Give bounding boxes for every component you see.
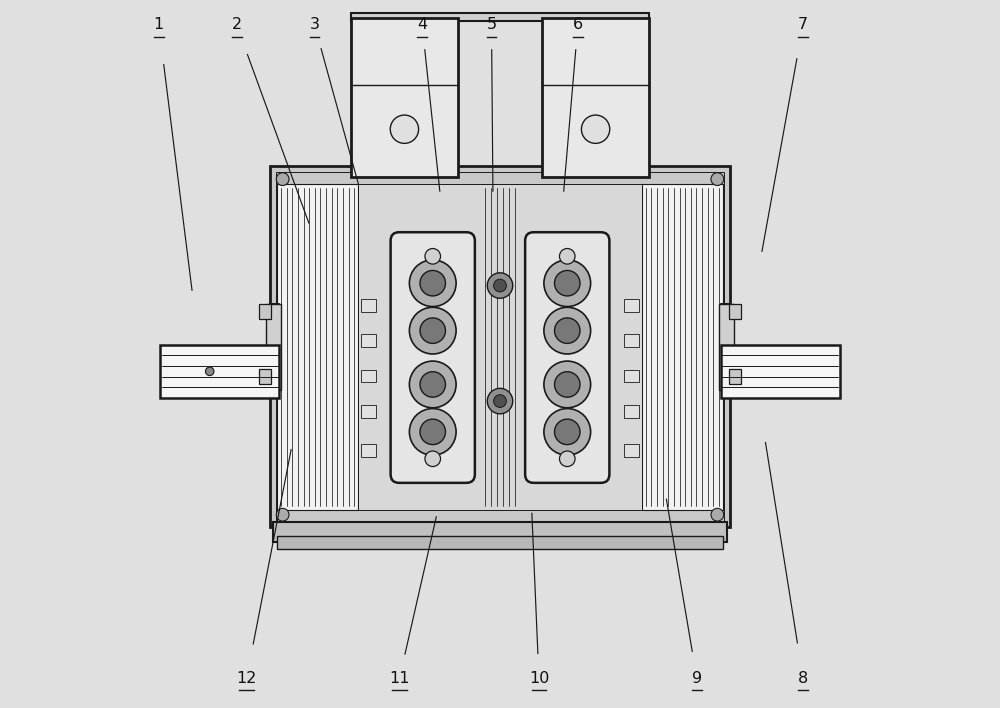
Bar [642,184,723,510]
Circle shape [555,372,580,397]
Bar [266,304,281,390]
Circle shape [420,318,445,343]
Text: 2: 2 [232,17,242,33]
Bar [624,444,639,457]
Bar [273,522,727,542]
Bar [160,345,279,398]
Circle shape [555,318,580,343]
Circle shape [544,409,591,455]
Bar [276,172,724,522]
Circle shape [425,249,441,264]
Circle shape [555,270,580,296]
Circle shape [494,395,506,408]
Circle shape [487,273,513,298]
Bar [358,184,642,510]
Bar [721,345,840,398]
Circle shape [544,307,591,354]
Bar [351,18,458,177]
Circle shape [409,307,456,354]
Circle shape [581,115,610,143]
Bar [361,370,376,382]
Circle shape [487,388,513,413]
Bar [624,299,639,312]
Bar [361,405,376,418]
Bar [259,369,271,384]
Text: 12: 12 [236,670,257,686]
Circle shape [409,409,456,455]
Circle shape [420,419,445,445]
Bar [719,304,734,390]
Text: 10: 10 [529,670,549,686]
Circle shape [559,249,575,264]
Bar [361,444,376,457]
Bar [277,184,358,510]
Circle shape [711,508,724,521]
Bar [624,334,639,347]
Text: 9: 9 [692,670,702,686]
Circle shape [409,260,456,307]
Circle shape [409,361,456,408]
Bar [729,369,741,384]
Bar [361,299,376,312]
Circle shape [205,367,214,376]
Bar [361,334,376,347]
Bar [729,304,741,319]
Bar [542,18,649,177]
Text: 6: 6 [573,17,583,33]
Text: 3: 3 [310,17,320,33]
Circle shape [555,419,580,445]
Text: 1: 1 [154,17,164,33]
Text: 8: 8 [798,670,808,686]
Circle shape [711,173,724,185]
Circle shape [559,451,575,467]
FancyBboxPatch shape [525,232,609,483]
Text: 11: 11 [389,670,410,686]
Bar [624,370,639,382]
Bar [277,536,723,549]
Circle shape [276,173,289,185]
FancyBboxPatch shape [391,232,475,483]
Circle shape [420,270,445,296]
Circle shape [425,451,441,467]
Text: 4: 4 [417,17,427,33]
Bar [351,13,649,21]
Circle shape [544,361,591,408]
Bar [259,304,271,319]
Text: 5: 5 [486,17,497,33]
Bar [482,184,518,510]
Circle shape [390,115,419,143]
Circle shape [544,260,591,307]
Bar [270,166,730,527]
Bar [624,405,639,418]
Text: 7: 7 [798,17,808,33]
Circle shape [494,279,506,292]
Circle shape [276,508,289,521]
Circle shape [420,372,445,397]
